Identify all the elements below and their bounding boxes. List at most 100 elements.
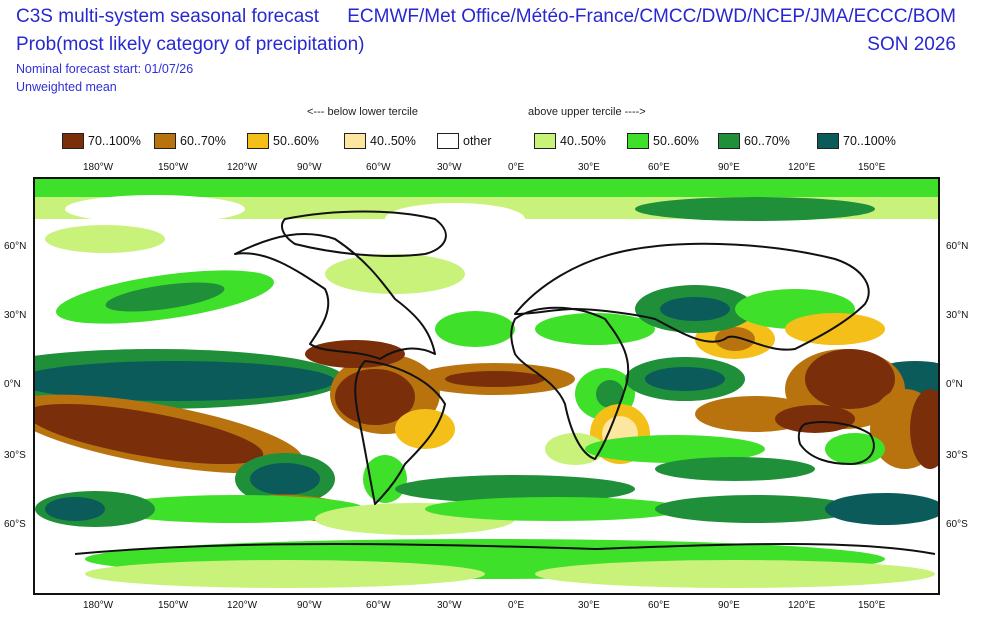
- probability-region: [435, 311, 515, 347]
- coastline: [510, 306, 630, 460]
- legend-swatch: [534, 133, 556, 149]
- map-subtitle: Prob(most likely category of precipitati…: [16, 34, 365, 55]
- probability-region: [85, 560, 485, 588]
- lon-tick-label: 0°E: [508, 162, 525, 173]
- legend-label: 50..60%: [273, 134, 319, 148]
- probability-region: [635, 197, 875, 221]
- probability-region: [250, 463, 320, 495]
- legend-label: 70..100%: [88, 134, 141, 148]
- probability-region: [585, 435, 765, 463]
- lon-tick-label: 30°E: [578, 162, 600, 173]
- coastline: [234, 233, 436, 360]
- legend-swatch: [627, 133, 649, 149]
- lon-tick-label: 60°W: [366, 162, 391, 173]
- probability-region: [825, 433, 885, 465]
- legend-label: 50..60%: [653, 134, 699, 148]
- probability-region: [535, 313, 655, 345]
- probability-region: [645, 367, 725, 391]
- lat-tick-label: 30°N: [946, 310, 969, 321]
- probability-region: [363, 455, 407, 503]
- lon-tick-label: 120°W: [227, 600, 258, 611]
- legend-label: other: [463, 134, 492, 148]
- above-tercile-caption: above upper tercile ---->: [528, 106, 646, 118]
- coastline: [281, 210, 447, 257]
- lat-tick-label: 60°S: [946, 519, 968, 530]
- map-canvas: [35, 179, 938, 593]
- probability-region: [425, 497, 685, 521]
- probability-region: [35, 403, 264, 465]
- probability-region: [35, 179, 938, 197]
- lon-tick-label: 90°W: [297, 162, 322, 173]
- lon-tick-label: 90°W: [297, 600, 322, 611]
- probability-region: [45, 497, 105, 521]
- lon-tick-label: 30°E: [578, 600, 600, 611]
- lat-tick-label: 30°S: [946, 450, 968, 461]
- probability-region: [45, 225, 165, 253]
- lon-tick-label: 150°W: [158, 162, 189, 173]
- probability-region: [395, 475, 635, 503]
- probability-region: [825, 493, 938, 525]
- probability-region: [445, 371, 545, 387]
- legend-swatch: [817, 133, 839, 149]
- legend-label: 60..70%: [744, 134, 790, 148]
- probability-region: [105, 282, 225, 312]
- lat-tick-label: 30°N: [4, 310, 27, 321]
- probability-region: [35, 361, 335, 401]
- coastlines: [74, 210, 936, 555]
- probability-region: [655, 495, 855, 523]
- systems-list: ECMWF/Met Office/Météo-France/CMCC/DWD/N…: [347, 6, 956, 27]
- probability-region: [805, 349, 895, 409]
- lon-tick-label: 60°E: [648, 600, 670, 611]
- legend-swatch: [247, 133, 269, 149]
- weighting-text: Unweighted mean: [16, 80, 117, 94]
- legend-label: 60..70%: [180, 134, 226, 148]
- legend-swatch: [437, 133, 459, 149]
- probability-region: [715, 327, 755, 351]
- lon-tick-label: 150°E: [858, 162, 886, 173]
- season-label: SON 2026: [867, 34, 956, 55]
- lon-tick-label: 0°E: [508, 600, 525, 611]
- legend-swatch: [718, 133, 740, 149]
- lon-tick-label: 30°W: [437, 162, 462, 173]
- lat-tick-label: 30°S: [4, 450, 26, 461]
- forecast-start-text: Nominal forecast start: 01/07/26: [16, 62, 194, 76]
- probability-region: [105, 495, 365, 523]
- legend-swatch: [62, 133, 84, 149]
- lon-tick-label: 60°W: [366, 600, 391, 611]
- lon-tick-label: 180°W: [83, 162, 114, 173]
- lat-tick-label: 60°N: [946, 241, 969, 252]
- lon-tick-label: 150°W: [158, 600, 189, 611]
- coastline: [514, 242, 870, 351]
- lon-tick-label: 120°E: [788, 162, 816, 173]
- probability-region: [65, 195, 245, 223]
- forecast-map: [33, 177, 940, 595]
- lon-tick-label: 60°E: [648, 162, 670, 173]
- lat-tick-label: 0°N: [4, 379, 21, 390]
- legend-swatch: [154, 133, 176, 149]
- lon-tick-label: 120°W: [227, 162, 258, 173]
- probability-region: [775, 405, 855, 433]
- legend-label: 40..50%: [560, 134, 606, 148]
- probability-region: [596, 380, 624, 408]
- probability-region: [910, 389, 938, 469]
- lon-tick-label: 90°E: [718, 162, 740, 173]
- lon-tick-label: 180°W: [83, 600, 114, 611]
- lat-tick-label: 60°N: [4, 241, 27, 252]
- coastline: [797, 421, 875, 465]
- lon-tick-label: 120°E: [788, 600, 816, 611]
- probability-region: [385, 203, 525, 235]
- lon-tick-label: 30°W: [437, 600, 462, 611]
- coastline: [354, 360, 446, 505]
- lon-tick-label: 90°E: [718, 600, 740, 611]
- lat-tick-label: 0°N: [946, 379, 963, 390]
- lon-tick-label: 150°E: [858, 600, 886, 611]
- probability-region: [325, 254, 465, 294]
- coastline: [74, 543, 936, 555]
- probability-region: [660, 297, 730, 321]
- probability-region: [535, 560, 935, 588]
- probability-region: [785, 313, 885, 345]
- map-title: C3S multi-system seasonal forecast: [16, 6, 320, 27]
- lat-tick-label: 60°S: [4, 519, 26, 530]
- below-tercile-caption: <--- below lower tercile: [307, 106, 418, 118]
- legend-swatch: [344, 133, 366, 149]
